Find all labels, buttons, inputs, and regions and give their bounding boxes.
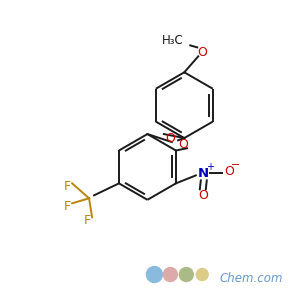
Text: N: N bbox=[198, 167, 209, 180]
Text: −: − bbox=[231, 160, 240, 170]
Text: O: O bbox=[197, 46, 207, 59]
Text: Chem.com: Chem.com bbox=[219, 272, 283, 285]
Text: O: O bbox=[198, 189, 208, 202]
Circle shape bbox=[146, 267, 162, 283]
Text: O: O bbox=[224, 165, 234, 178]
Circle shape bbox=[164, 268, 177, 281]
Text: F: F bbox=[83, 214, 91, 227]
Text: +: + bbox=[206, 162, 214, 172]
Text: O: O bbox=[178, 138, 188, 151]
Circle shape bbox=[179, 268, 193, 281]
Text: O: O bbox=[165, 131, 175, 145]
Text: F: F bbox=[64, 200, 71, 213]
Text: H₃C: H₃C bbox=[161, 34, 183, 47]
Text: F: F bbox=[64, 180, 71, 193]
Circle shape bbox=[196, 268, 208, 280]
